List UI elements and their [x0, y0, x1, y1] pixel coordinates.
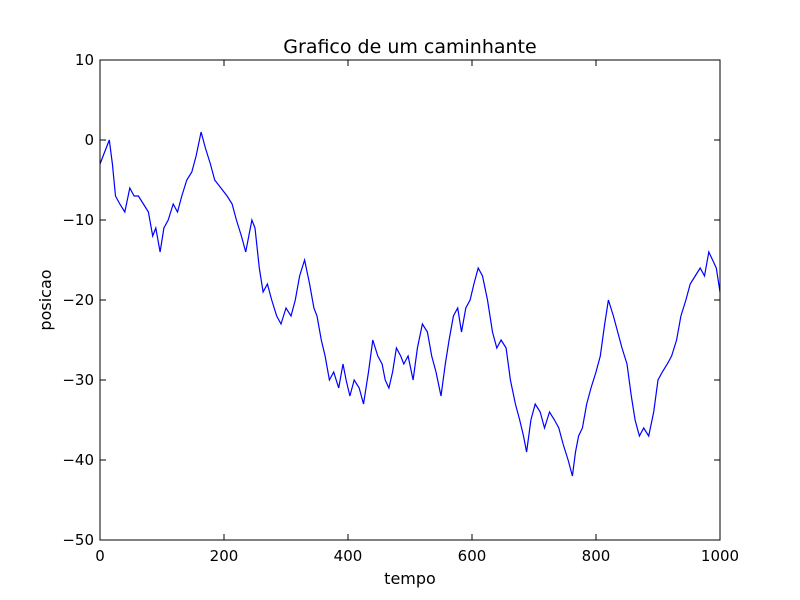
x-axis-label: tempo: [384, 569, 436, 588]
chart-title: Grafico de um caminhante: [283, 36, 536, 58]
y-tick-label: 10: [75, 51, 94, 69]
y-tick-label: −20: [62, 291, 94, 309]
y-axis-label: posicao: [36, 269, 55, 330]
plot-area: [99, 59, 721, 541]
x-axis: 0 200 400 600 800 1000: [95, 60, 739, 565]
y-tick-label: −40: [62, 451, 94, 469]
plot-background: [100, 60, 720, 540]
y-tick-label: −10: [62, 211, 94, 229]
x-tick-label: 400: [334, 547, 363, 565]
y-axis: 10 0 −10 −20 −30 −40 −50: [62, 51, 720, 549]
y-tick-label: −30: [62, 371, 94, 389]
random-walk-line: [99, 131, 721, 477]
x-tick-label: 800: [582, 547, 611, 565]
y-tick-label: 0: [84, 131, 94, 149]
x-tick-label: 1000: [701, 547, 739, 565]
y-tick-label: −50: [62, 531, 94, 549]
x-tick-label: 200: [210, 547, 239, 565]
x-tick-label: 600: [458, 547, 487, 565]
x-tick-label: 0: [95, 547, 105, 565]
